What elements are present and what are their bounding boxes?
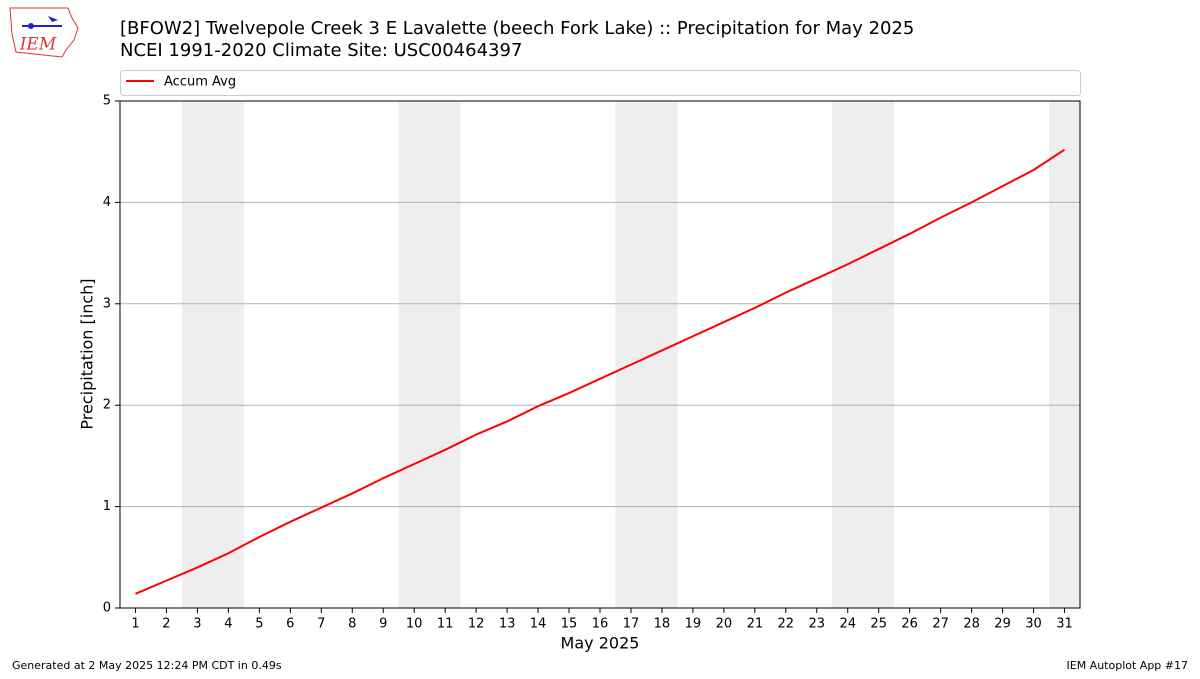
x-tick-label: 19 xyxy=(685,617,702,632)
x-tick-label: 23 xyxy=(809,617,826,632)
x-tick-label: 4 xyxy=(224,617,232,632)
y-tick-label: 0 xyxy=(103,601,111,616)
x-tick-label: 17 xyxy=(623,617,640,632)
x-tick-label: 28 xyxy=(963,617,980,632)
plot-frame xyxy=(119,100,1081,609)
y-tick-label: 1 xyxy=(103,499,111,514)
footer-right: IEM Autoplot App #17 xyxy=(1067,659,1189,672)
y-tick-label: 2 xyxy=(103,398,111,413)
x-tick-label: 12 xyxy=(468,617,485,632)
x-tick-label: 9 xyxy=(379,617,387,632)
x-tick-label: 15 xyxy=(561,617,578,632)
x-tick-label: 7 xyxy=(317,617,325,632)
weekend-band xyxy=(181,101,244,608)
x-tick-label: 20 xyxy=(716,617,733,632)
chart-subtitle: NCEI 1991-2020 Climate Site: USC00464397 xyxy=(120,40,522,61)
x-tick-label: 10 xyxy=(406,617,423,632)
x-tick-label: 11 xyxy=(437,617,454,632)
legend-label: Accum Avg xyxy=(164,75,236,90)
x-tick-label: 14 xyxy=(530,617,547,632)
x-axis-label: May 2025 xyxy=(561,634,640,653)
weekend-band xyxy=(398,101,461,608)
x-tick-label: 31 xyxy=(1056,617,1073,632)
x-tick-label: 24 xyxy=(839,617,856,632)
weekend-band xyxy=(832,101,895,608)
y-axis-label: Precipitation [inch] xyxy=(78,278,97,429)
x-tick-label: 2 xyxy=(162,617,170,632)
data-line xyxy=(135,148,1066,595)
x-tick-label: 1 xyxy=(131,617,139,632)
y-tick-label: 3 xyxy=(103,296,111,311)
x-tick-label: 13 xyxy=(499,617,516,632)
logo: IEM xyxy=(9,7,79,58)
logo-text: IEM xyxy=(19,35,57,55)
chart-title: [BFOW2] Twelvepole Creek 3 E Lavalette (… xyxy=(120,18,914,39)
footer-left: Generated at 2 May 2025 12:24 PM CDT in … xyxy=(12,659,282,672)
x-tick-label: 22 xyxy=(778,617,795,632)
x-tick-label: 21 xyxy=(747,617,764,632)
x-tick-label: 16 xyxy=(592,617,609,632)
x-tick-label: 25 xyxy=(870,617,887,632)
x-tick-label: 29 xyxy=(994,617,1011,632)
x-tick-label: 27 xyxy=(932,617,949,632)
x-tick-label: 6 xyxy=(286,617,294,632)
weekend-band xyxy=(615,101,678,608)
x-tick-label: 18 xyxy=(654,617,671,632)
weekend-band xyxy=(1049,101,1080,608)
x-tick-label: 30 xyxy=(1025,617,1042,632)
legend-box xyxy=(120,70,1081,96)
x-tick-label: 5 xyxy=(255,617,263,632)
y-tick-label: 4 xyxy=(103,195,111,210)
x-tick-label: 8 xyxy=(348,617,356,632)
x-tick-label: 26 xyxy=(901,617,918,632)
x-tick-label: 3 xyxy=(193,617,201,632)
y-tick-label: 5 xyxy=(103,94,111,109)
